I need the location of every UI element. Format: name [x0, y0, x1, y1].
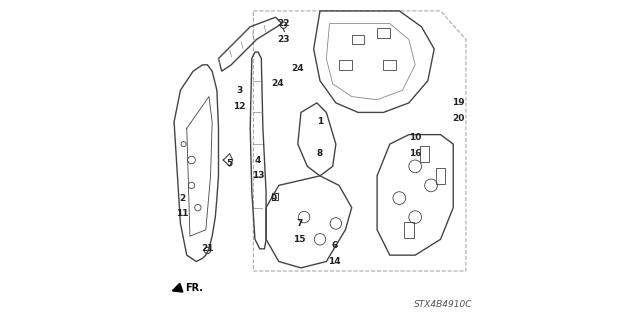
Text: 9: 9 [271, 194, 277, 203]
Text: 14: 14 [328, 257, 340, 266]
Text: 21: 21 [201, 244, 214, 253]
Text: 22: 22 [277, 19, 290, 28]
Text: STX4B4910C: STX4B4910C [414, 300, 472, 309]
Text: 15: 15 [293, 235, 306, 244]
Text: 4: 4 [255, 156, 261, 164]
Text: 20: 20 [452, 114, 464, 123]
Text: 5: 5 [227, 159, 233, 168]
Text: 16: 16 [409, 149, 421, 158]
Text: 1: 1 [317, 117, 323, 126]
Text: 11: 11 [176, 209, 188, 219]
Bar [352, 35, 364, 44]
Text: 8: 8 [317, 149, 323, 158]
Text: 24: 24 [271, 79, 284, 88]
Bar [436, 168, 445, 184]
Bar [420, 146, 429, 162]
Text: 12: 12 [233, 101, 245, 111]
Text: 7: 7 [296, 219, 303, 228]
Text: 2: 2 [179, 194, 185, 203]
Text: 13: 13 [252, 172, 264, 180]
Text: 6: 6 [331, 241, 337, 250]
Text: 19: 19 [452, 99, 464, 108]
Bar [339, 60, 352, 69]
Text: 3: 3 [236, 86, 242, 95]
Bar [377, 28, 390, 38]
Text: 10: 10 [409, 133, 421, 142]
Bar [404, 222, 413, 238]
Text: 24: 24 [291, 63, 304, 73]
Text: 23: 23 [277, 35, 290, 44]
Text: FR.: FR. [185, 284, 203, 293]
Bar [383, 60, 396, 69]
